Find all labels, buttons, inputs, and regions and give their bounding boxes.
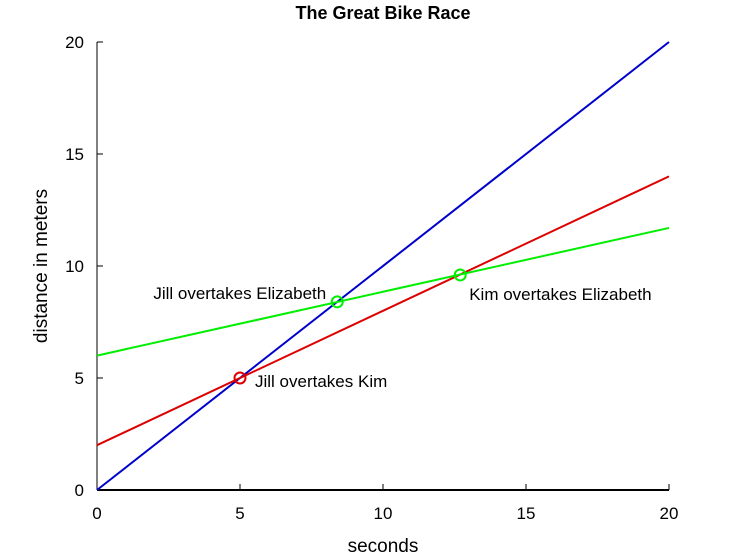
x-tick-label: 10 bbox=[374, 504, 393, 523]
series-line-2 bbox=[96, 175, 670, 447]
intersection-marker-1 bbox=[233, 371, 247, 385]
y-tick-label: 0 bbox=[75, 481, 84, 500]
intersection-marker-2 bbox=[330, 295, 344, 309]
y-tick-label: 20 bbox=[65, 33, 84, 52]
chart-title: The Great Bike Race bbox=[295, 3, 470, 23]
annotation-2: Jill overtakes Elizabeth bbox=[153, 284, 326, 303]
x-tick-label: 5 bbox=[235, 504, 244, 523]
series-line-3 bbox=[96, 226, 670, 357]
x-tick-label: 20 bbox=[660, 504, 679, 523]
x-tick-label: 0 bbox=[92, 504, 101, 523]
y-tick-label: 15 bbox=[65, 145, 84, 164]
y-tick-label: 5 bbox=[75, 369, 84, 388]
intersection-marker-3 bbox=[453, 268, 467, 282]
y-axis-label: distance in meters bbox=[31, 189, 52, 343]
x-axis-label: seconds bbox=[348, 536, 419, 554]
x-tick-label: 15 bbox=[517, 504, 536, 523]
plot-area: 0 5 10 15 20 0 5 10 15 20 Jill overtakes Kim Jill o… bbox=[65, 33, 678, 523]
y-tick-label: 10 bbox=[65, 257, 84, 276]
annotation-3: Kim overtakes Elizabeth bbox=[469, 285, 651, 304]
series-line-1 bbox=[96, 41, 670, 491]
annotation-1: Jill overtakes Kim bbox=[255, 372, 387, 391]
